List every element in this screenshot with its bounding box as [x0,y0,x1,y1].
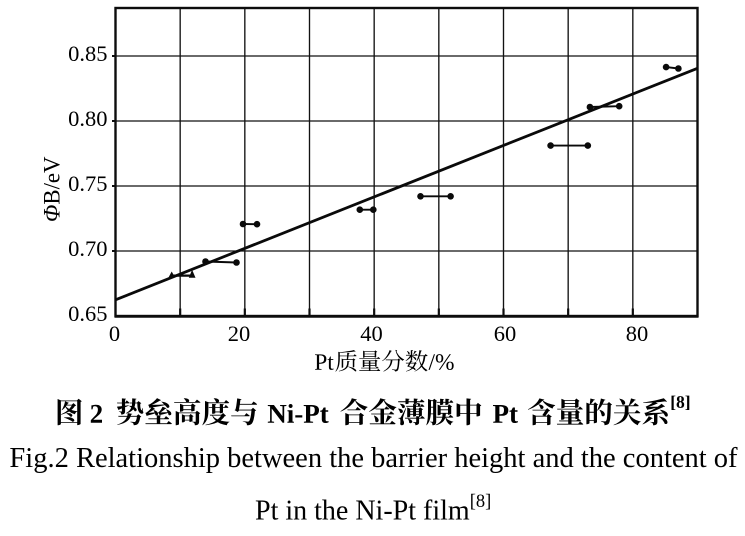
svg-text:Pt in the Ni-Pt film[8]: Pt in the Ni-Pt film[8] [255,492,491,527]
svg-text:0: 0 [109,321,120,346]
svg-text:60: 60 [494,321,517,346]
svg-text:0.85: 0.85 [68,41,107,66]
svg-text:40: 40 [360,321,383,346]
svg-text:Fig.2 Relationship between the: Fig.2 Relationship between the barrier h… [9,443,738,474]
svg-text:ΦB/eV: ΦB/eV [40,156,65,222]
svg-text:0.75: 0.75 [68,171,107,196]
svg-text:0.80: 0.80 [68,106,107,131]
svg-text:80: 80 [626,321,649,346]
svg-text:0.70: 0.70 [68,236,107,261]
svg-text:20: 20 [228,321,251,346]
svg-text:0.65: 0.65 [68,301,107,326]
